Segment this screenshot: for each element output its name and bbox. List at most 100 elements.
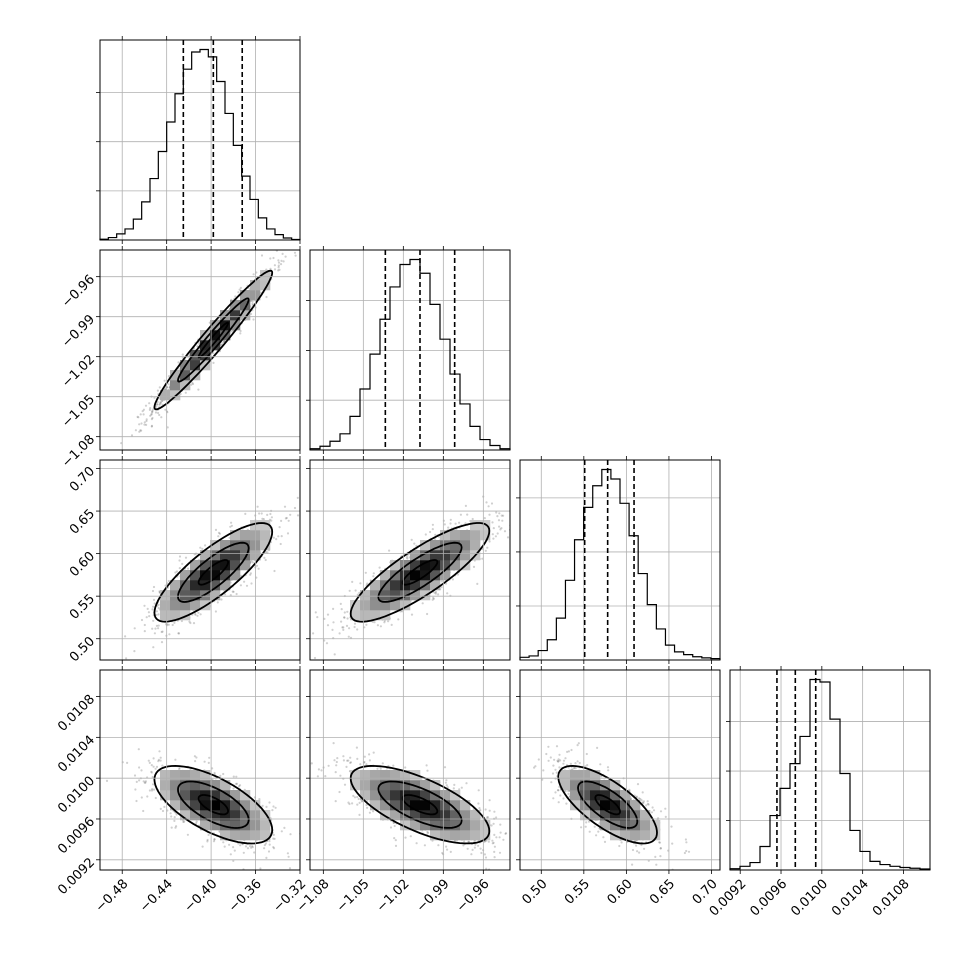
sample-point <box>259 867 262 870</box>
sample-point <box>148 408 151 411</box>
sample-point <box>242 851 245 854</box>
sample-point <box>440 580 443 583</box>
sample-point <box>441 851 444 855</box>
sample-point <box>476 582 479 586</box>
sample-point <box>219 774 222 778</box>
sample-point <box>333 653 336 656</box>
sample-point <box>487 505 490 508</box>
sample-point <box>178 766 181 770</box>
sample-point <box>155 613 158 617</box>
density-cell <box>200 560 211 571</box>
sample-point <box>343 616 346 619</box>
density-cell <box>190 770 201 781</box>
sample-point <box>153 396 156 399</box>
sample-point <box>152 757 155 760</box>
sample-point <box>332 607 335 611</box>
sample-point <box>524 506 526 508</box>
sample-point <box>147 611 150 614</box>
sample-point <box>144 781 147 784</box>
sample-point <box>124 635 127 638</box>
sample-point <box>312 632 315 635</box>
density-cell <box>190 590 201 601</box>
density-blocks <box>160 520 271 621</box>
density-cell <box>440 530 451 541</box>
sample-point <box>195 820 198 823</box>
density-cell <box>410 570 421 581</box>
sample-point <box>284 255 287 258</box>
sample-point <box>433 591 436 594</box>
sample-point <box>496 515 499 518</box>
density-cell <box>180 590 191 601</box>
density-cell <box>220 560 231 571</box>
sample-point <box>195 756 198 759</box>
sample-point <box>151 416 154 420</box>
sample-point <box>249 573 252 576</box>
sample-point <box>174 571 177 574</box>
sample-point <box>196 614 199 617</box>
sample-point <box>149 414 152 417</box>
density-cell <box>170 580 181 591</box>
sample-point <box>157 411 160 415</box>
sample-point <box>278 526 281 529</box>
sample-point <box>273 569 276 573</box>
histogram-panel-1-frame <box>309 249 511 451</box>
sample-point <box>199 546 202 549</box>
density-cell <box>350 600 361 611</box>
sample-point <box>251 845 254 848</box>
histogram-panel-3-frame <box>729 669 931 871</box>
sample-point <box>194 760 197 763</box>
scatter-panel-1-2 <box>312 495 526 660</box>
density-cell <box>230 550 241 561</box>
density-cell <box>360 610 371 621</box>
sample-point <box>488 513 491 516</box>
sample-point <box>251 302 254 305</box>
sample-point <box>150 770 153 773</box>
density-cell <box>200 820 211 831</box>
sample-point <box>143 604 146 607</box>
sample-point <box>410 538 413 541</box>
sample-point <box>161 399 164 403</box>
density-cell <box>220 310 231 321</box>
sample-point <box>235 782 238 785</box>
sample-point <box>152 619 155 622</box>
sample-point <box>151 788 154 791</box>
density-cell <box>190 780 201 791</box>
sample-point <box>148 402 151 405</box>
sample-point <box>197 388 200 391</box>
sample-point <box>249 572 252 575</box>
grid-0-0 <box>121 36 301 244</box>
sample-point <box>230 524 233 527</box>
sample-point <box>397 618 400 621</box>
sample-point <box>500 527 503 530</box>
sample-point <box>253 851 256 854</box>
density-cell <box>160 590 171 601</box>
contour-level-1 <box>377 541 463 603</box>
density-cell <box>470 530 481 541</box>
density-cell <box>180 770 191 781</box>
sample-point <box>279 263 283 266</box>
sample-point <box>316 775 319 778</box>
density-cell <box>160 600 171 611</box>
density-cell <box>230 320 241 331</box>
sample-point <box>206 838 209 842</box>
sample-point <box>151 775 154 779</box>
sample-point <box>150 764 153 767</box>
sample-point <box>340 608 343 611</box>
sample-point <box>177 632 181 635</box>
density-cell <box>200 350 211 361</box>
density-cell <box>210 820 221 831</box>
sample-point <box>287 519 290 522</box>
sample-point <box>274 806 277 809</box>
density-cell <box>240 550 251 561</box>
sample-point <box>149 407 152 410</box>
density-cell <box>420 540 431 551</box>
sample-point <box>213 838 216 841</box>
sample-point <box>339 602 342 606</box>
density-cell <box>450 550 461 561</box>
sample-point <box>282 260 285 263</box>
sample-point <box>307 500 309 502</box>
sample-point <box>201 547 204 550</box>
sample-point <box>390 623 393 627</box>
sample-point <box>152 765 155 768</box>
